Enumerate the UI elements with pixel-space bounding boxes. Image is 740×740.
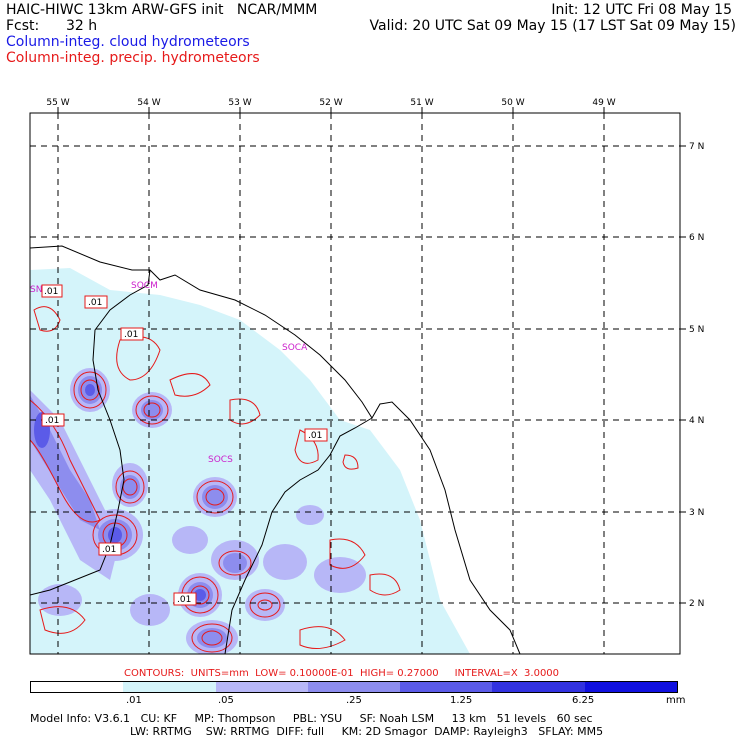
colorbar-segment: [307, 682, 401, 692]
contours-interval: INTERVAL=X 3.0000: [454, 668, 560, 679]
contours-low: LOW= 0.10000E-01: [255, 668, 354, 679]
lon-label: 54 W: [137, 98, 160, 108]
resolution: 13 km: [451, 712, 487, 725]
station-label: SOCS: [208, 455, 233, 465]
lw-scheme: LW: RRTMG: [130, 725, 192, 738]
contour-label: .01: [88, 298, 102, 308]
contours-units: UNITS=mm: [190, 668, 249, 679]
contour-label: .01: [308, 431, 322, 441]
contour-label: .01: [124, 330, 138, 340]
colorbar-segment: [400, 682, 493, 692]
contour-label: .01: [44, 287, 58, 297]
cu-scheme: CU: KF: [140, 712, 178, 725]
contour-label: .01: [102, 545, 116, 555]
contours-label: CONTOURS:: [124, 668, 185, 679]
station-label: SOCM: [131, 281, 158, 291]
station-label: SOCA: [282, 343, 308, 353]
colorbar-segment: [123, 682, 216, 692]
lon-label: 53 W: [228, 98, 251, 108]
lat-label: 7 N: [689, 142, 704, 152]
colorbar-units: mm: [666, 695, 686, 706]
coastline-borders: [30, 245, 521, 654]
axis-ticks: [57, 107, 686, 604]
lat-label: 4 N: [689, 416, 704, 426]
contour-label: .01: [177, 595, 191, 605]
model-info-line1: Model Info: V3.6.1 CU: KF MP: Thompson P…: [30, 712, 593, 725]
colorbar: [30, 681, 678, 693]
lon-label: 51 W: [410, 98, 433, 108]
contours-high: HIGH= 0.27000: [360, 668, 439, 679]
contours-info: CONTOURS: UNITS=mm LOW= 0.10000E-01 HIGH…: [124, 668, 559, 679]
lat-label: 5 N: [689, 325, 704, 335]
sflay-setting: SFLAY: MM5: [538, 725, 604, 738]
cloud-field-label: Column-integ. cloud hydrometeors: [6, 34, 250, 50]
sw-scheme: SW: RRTMG: [205, 725, 270, 738]
damp-setting: DAMP: Rayleigh3: [434, 725, 528, 738]
timestep: 60 sec: [556, 712, 593, 725]
map-frame: [29, 112, 681, 655]
pbl-scheme: PBL: YSU: [292, 712, 343, 725]
mp-scheme: MP: Thompson: [194, 712, 276, 725]
model-version: Model Info: V3.6.1: [30, 712, 131, 725]
lat-label: 3 N: [689, 508, 704, 518]
valid-time: Valid: 20 UTC Sat 09 May 15 (17 LST Sat …: [369, 18, 736, 34]
cloud-hydrometeor-shading: [30, 268, 470, 654]
levels: 51 levels: [496, 712, 547, 725]
lon-label: 49 W: [592, 98, 615, 108]
colorbar-tick-label: .05: [218, 695, 234, 706]
contour-label: .01: [45, 416, 59, 426]
colorbar-tick-label: .25: [346, 695, 362, 706]
lat-label: 2 N: [689, 599, 704, 609]
lon-label: 55 W: [46, 98, 69, 108]
colorbar-segment: [584, 682, 677, 692]
km-setting: KM: 2D Smagor: [341, 725, 428, 738]
lat-lon-grid: [30, 113, 680, 654]
station-label: SNM: [30, 285, 50, 295]
fcst-label: Fcst:: [6, 18, 40, 34]
map-title: HAIC-HIWC 13km ARW-GFS init NCAR/MMM: [6, 2, 318, 18]
colorbar-segment: [492, 682, 585, 692]
colorbar-tick-label: 1.25: [450, 695, 473, 706]
colorbar-segment: [31, 682, 124, 692]
sf-scheme: SF: Noah LSM: [359, 712, 435, 725]
colorbar-tick-label: .01: [126, 695, 142, 706]
init-time: Init: 12 UTC Fri 08 May 15: [551, 2, 732, 18]
lat-label: 6 N: [689, 233, 704, 243]
lon-label: 50 W: [501, 98, 524, 108]
colorbar-tick-label: 6.25: [572, 695, 595, 706]
fcst-value: 32 h: [66, 18, 98, 34]
model-info-line2: LW: RRTMG SW: RRTMG DIFF: full KM: 2D Sm…: [130, 725, 603, 738]
colorbar-segment: [215, 682, 308, 692]
lon-label: 52 W: [319, 98, 342, 108]
precip-field-label: Column-integ. precip. hydrometeors: [6, 50, 260, 66]
diff-setting: DIFF: full: [276, 725, 325, 738]
